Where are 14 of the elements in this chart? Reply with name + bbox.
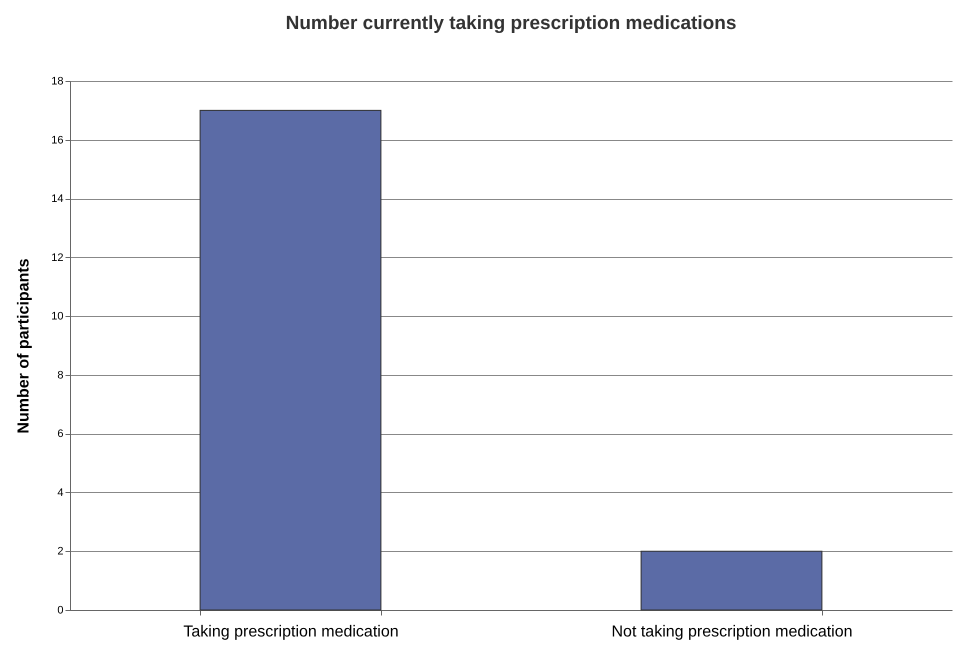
y-tick-label: 2 [57,546,64,558]
y-tick-label: 6 [57,428,64,440]
y-tick-label: 12 [51,252,64,264]
y-tick-label: 18 [51,76,64,88]
y-tick-label: 0 [57,604,64,616]
y-tick-label: 8 [57,369,64,382]
y-tick-label: 14 [51,193,64,206]
x-tick-label: Taking prescription medication [183,624,399,640]
y-tick-label: 16 [51,134,64,146]
y-tick-label: 10 [51,310,64,323]
y-tick-label: 4 [57,486,64,499]
y-axis-title: Number of participants [15,258,32,434]
x-tick-label: Not taking prescription medication [611,624,853,640]
chart-title: Number currently taking prescription medications [286,13,736,34]
